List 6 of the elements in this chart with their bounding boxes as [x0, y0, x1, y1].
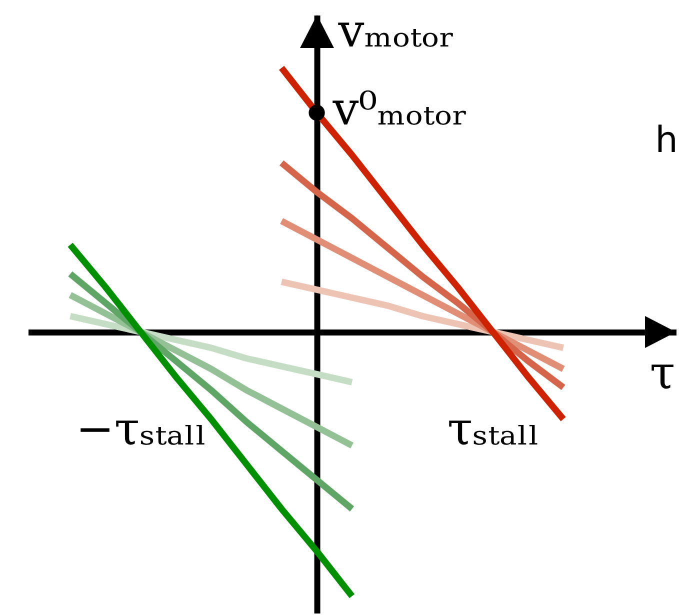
annotation: v⁰ₘₒₜₒᵣ: [332, 82, 468, 136]
x-tick-label: −τₛₜₐₗₗ: [76, 401, 207, 456]
x-tick-label: τₛₜₐₗₗ: [447, 401, 540, 456]
y-axis-title: vₘₒₜₒᵣ: [337, 4, 456, 58]
x-axis-title: τ: [650, 345, 676, 400]
text: h: [655, 120, 678, 161]
